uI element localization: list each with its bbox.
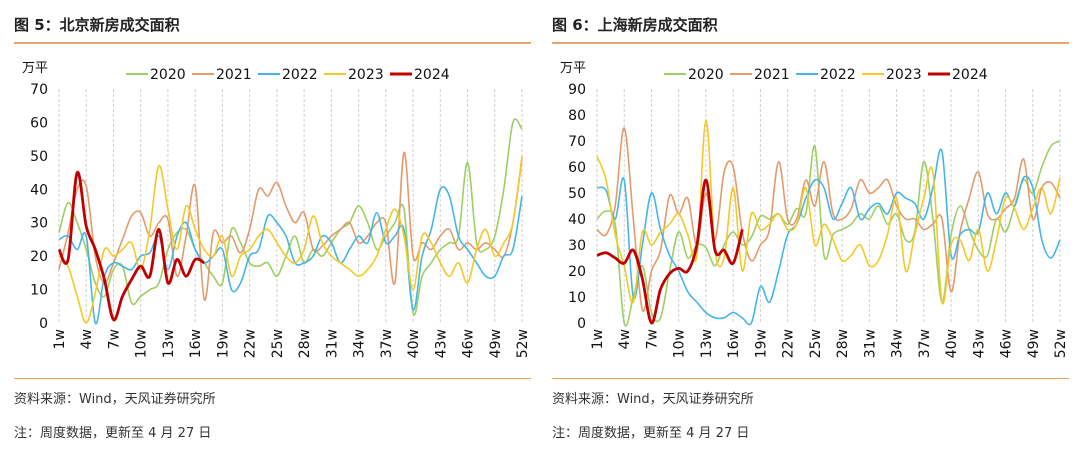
x-tick-label: 4w: [617, 329, 633, 349]
legend-label: 2022: [282, 67, 318, 83]
y-tick-label: 80: [568, 108, 586, 124]
x-tick-label: 4w: [79, 329, 95, 349]
x-tick-label: 46w: [999, 329, 1015, 358]
x-tick-label: 31w: [324, 329, 340, 358]
legend-label: 2023: [348, 67, 384, 83]
y-tick-label: 40: [568, 212, 586, 228]
source-note: 资料来源：Wind，天风证券研究所: [14, 392, 216, 407]
figure-title: 图 5：北京新房成交面积: [14, 16, 180, 34]
y-tick-label: 40: [30, 182, 48, 198]
y-tick-label: 50: [568, 186, 586, 202]
x-tick-label: 19w: [753, 329, 769, 358]
x-tick-label: 16w: [188, 329, 204, 358]
x-tick-label: 16w: [726, 329, 742, 358]
x-tick-label: 43w: [433, 329, 449, 358]
footnote: 注：周度数据，更新至 4 月 27 日: [14, 426, 212, 441]
y-tick-label: 50: [30, 149, 48, 165]
series-line: [58, 118, 523, 316]
x-tick-label: 7w: [644, 329, 660, 349]
y-axis-label: 万平: [22, 61, 48, 76]
y-axis-label: 万平: [560, 61, 586, 76]
x-tick-label: 1w: [590, 329, 606, 349]
legend-label: 2021: [216, 67, 252, 83]
x-tick-label: 10w: [134, 329, 150, 358]
legend: 2020 2021 2022 2023 2024: [664, 67, 988, 83]
x-tick-label: 46w: [461, 329, 477, 358]
x-tick-label: 49w: [488, 329, 504, 358]
legend-label: 2020: [688, 67, 724, 83]
x-tick-label: 52w: [515, 329, 531, 358]
legend-label: 2024: [414, 67, 450, 83]
x-tick-label: 49w: [1026, 329, 1042, 358]
x-tick-label: 34w: [352, 329, 368, 358]
x-tick-label: 13w: [161, 329, 177, 358]
series-line: [58, 151, 523, 301]
x-tick-label: 40w: [944, 329, 960, 358]
source-note: 资料来源：Wind，天风证券研究所: [552, 392, 754, 407]
legend-label: 2022: [820, 67, 856, 83]
legend-label: 2020: [150, 67, 186, 83]
legend-label: 2023: [886, 67, 922, 83]
series-line: [596, 148, 1061, 326]
y-tick-label: 20: [30, 249, 48, 265]
x-tick-label: 1w: [52, 329, 68, 349]
series-line: [596, 127, 1061, 313]
x-tick-label: 40w: [406, 329, 422, 358]
y-tick-label: 30: [30, 216, 48, 232]
x-tick-label: 28w: [297, 329, 313, 358]
y-tick-label: 0: [39, 316, 48, 332]
shanghai-chart: 万平 0 10 20 30 40 50 60 70 80 90 1w 4w 7w 10w 13w 16w 19w 2…: [560, 61, 1069, 358]
x-tick-label: 25w: [808, 329, 824, 358]
x-tick-label: 37w: [379, 329, 395, 358]
x-tick-label: 37w: [917, 329, 933, 358]
series-line: [596, 119, 1061, 305]
x-tick-label: 22w: [243, 329, 259, 358]
x-tick-label: 19w: [215, 329, 231, 358]
x-tick-label: 22w: [781, 329, 797, 358]
legend-label: 2024: [952, 67, 988, 83]
series-line: [58, 186, 523, 325]
series-line: [596, 140, 1061, 327]
x-tick-label: 10w: [672, 329, 688, 358]
legend-label: 2021: [754, 67, 790, 83]
x-tick-label: 7w: [106, 329, 122, 349]
x-tick-label: 28w: [835, 329, 851, 358]
footnote: 注：周度数据，更新至 4 月 27 日: [552, 426, 750, 441]
y-tick-label: 10: [30, 283, 48, 299]
figure-title: 图 6：上海新房成交面积: [552, 16, 718, 34]
x-tick-label: 43w: [971, 329, 987, 358]
y-tick-label: 70: [568, 134, 586, 150]
beijing-chart: 万平 0 10 20 30 40 50 60 70 1w 4w 7w 10w 13w 16w 19w 22w 25…: [22, 61, 531, 358]
y-tick-label: 0: [577, 316, 586, 332]
legend: 2020 2021 2022 2023 2024: [126, 67, 450, 83]
figure-6-panel: 图 6：上海新房成交面积 万平 0 10 20 30 40 50 60 70 80 90 1w 4w 7w…: [552, 0, 1077, 450]
y-tick-label: 60: [30, 115, 48, 131]
title-rule: [552, 42, 1069, 44]
series-line: [57, 171, 205, 322]
y-tick-label: 60: [568, 160, 586, 176]
figure-5-panel: 图 5：北京新房成交面积 万平 0 10 20 30 40 50 60 70 1w 4w 7w 10w 1…: [14, 0, 539, 450]
x-tick-label: 31w: [862, 329, 878, 358]
footer-rule: [14, 378, 531, 379]
y-tick-label: 20: [568, 264, 586, 280]
series-line: [596, 178, 744, 325]
footer-rule: [552, 378, 1069, 379]
x-tick-label: 34w: [890, 329, 906, 358]
title-rule: [14, 42, 531, 44]
series-line: [58, 155, 523, 324]
x-tick-label: 13w: [699, 329, 715, 358]
y-tick-label: 90: [568, 82, 586, 98]
x-tick-label: 52w: [1053, 329, 1069, 358]
y-tick-label: 70: [30, 82, 48, 98]
y-tick-label: 10: [568, 290, 586, 306]
x-tick-label: 25w: [270, 329, 286, 358]
y-tick-label: 30: [568, 238, 586, 254]
grid-lines: [596, 89, 1061, 323]
